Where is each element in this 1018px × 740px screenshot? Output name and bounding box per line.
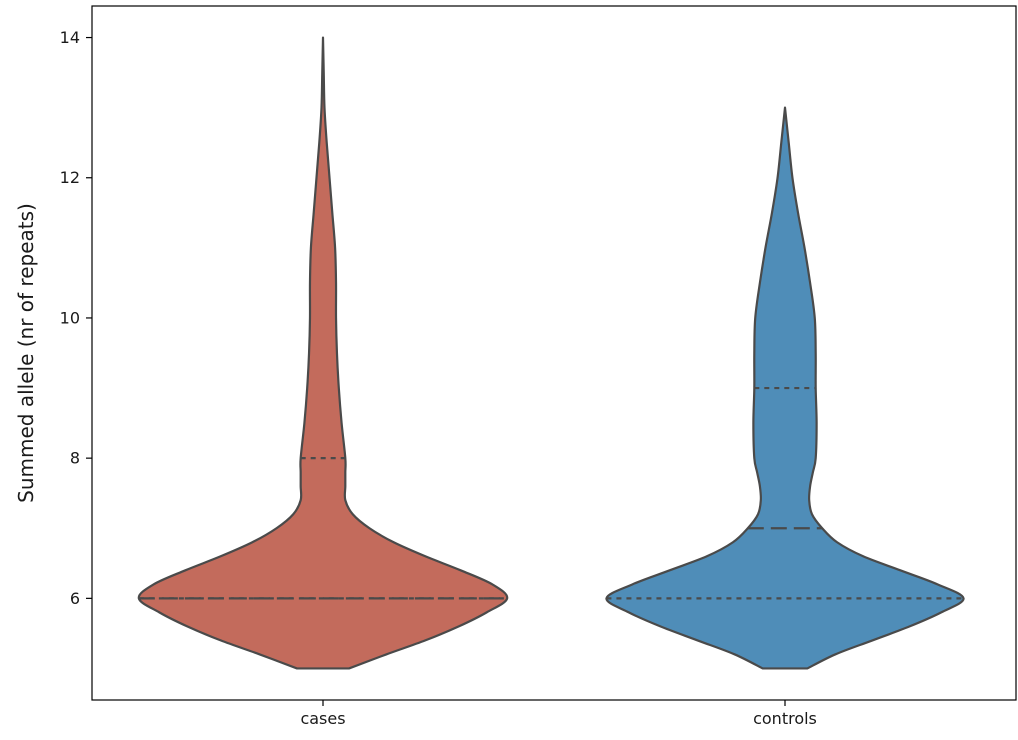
violin-controls — [605, 106, 965, 670]
violins-group — [137, 36, 965, 670]
x-tick-label-controls: controls — [753, 709, 817, 728]
y-tick-label: 6 — [70, 589, 80, 608]
violin-cases — [137, 36, 509, 670]
plot-area-frame — [91, 5, 1017, 701]
y-tick-label: 8 — [70, 449, 80, 468]
y-axis-label: Summed allele (nr of repeats) — [14, 203, 38, 503]
y-axis-ticks: 6 8 10 12 14 — [60, 28, 92, 608]
violin-body-cases — [137, 36, 509, 670]
y-tick-label: 12 — [60, 168, 80, 187]
x-tick-label-cases: cases — [300, 709, 345, 728]
x-axis-ticks: cases controls — [300, 700, 817, 728]
y-tick-label: 14 — [60, 28, 80, 47]
y-tick-label: 10 — [60, 308, 80, 327]
